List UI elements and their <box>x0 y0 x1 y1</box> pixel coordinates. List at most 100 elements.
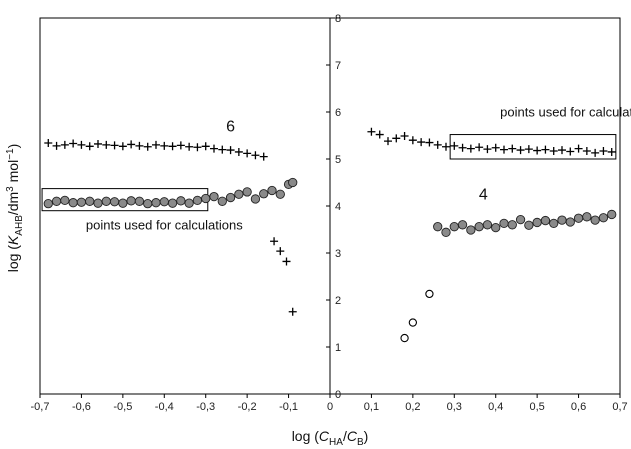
y-tick-label: 2 <box>335 295 341 307</box>
plus-marker <box>549 147 558 156</box>
filled-circle-marker <box>159 197 169 207</box>
plus-marker <box>417 138 426 147</box>
filled-circle-marker <box>607 209 617 220</box>
filled-circle-marker <box>590 215 600 225</box>
annotation-text: points used for calculations <box>86 218 243 233</box>
plus-marker <box>574 144 583 153</box>
filled-circle-marker <box>217 196 227 206</box>
filled-circle-marker <box>540 215 551 226</box>
y-tick-label: 0 <box>335 389 341 401</box>
filled-circle-marker <box>259 189 269 199</box>
x-tick-label: 0,6 <box>571 401 586 413</box>
y-tick-label: 1 <box>335 342 341 354</box>
filled-circle-marker <box>101 196 111 206</box>
filled-circle-marker <box>242 187 252 197</box>
x-tick-label: -0,4 <box>155 401 174 413</box>
plus-marker <box>558 146 566 155</box>
filled-circle-marker <box>250 194 261 204</box>
filled-circle-marker <box>43 198 53 209</box>
plus-marker <box>433 140 442 149</box>
series-4 <box>433 209 617 237</box>
open-circle-marker <box>408 318 418 327</box>
plus-marker <box>582 147 591 156</box>
filled-circle-marker <box>267 185 277 196</box>
plus-marker <box>541 145 550 154</box>
plus-marker <box>143 142 152 151</box>
plus-marker <box>425 138 434 147</box>
filled-circle-marker <box>184 198 194 208</box>
filled-circle-marker <box>433 222 443 232</box>
plus-marker <box>282 257 291 266</box>
series-label: 6 <box>226 119 235 136</box>
filled-circle-marker <box>109 197 120 207</box>
filled-circle-marker <box>167 198 178 208</box>
plus-marker <box>135 141 144 150</box>
filled-circle-marker <box>192 195 203 206</box>
plus-marker <box>367 127 376 136</box>
series-1 <box>270 237 297 316</box>
filled-circle-marker <box>68 198 78 208</box>
filled-circle-marker <box>441 227 451 237</box>
plus-marker <box>77 140 86 149</box>
filled-circle-marker <box>51 196 62 206</box>
plus-marker <box>599 147 608 156</box>
data-marks <box>43 127 617 343</box>
annotations: points used for calculations points used … <box>86 105 631 233</box>
plus-marker <box>458 143 467 152</box>
axis-ticks: -0,7 -0,6 -0,5 -0,4 -0,3 -0,2 -0,1 0 0,1 0,2 0,3 0,… <box>31 13 628 413</box>
highlight-box <box>449 134 617 160</box>
filled-circle-marker <box>225 192 236 203</box>
plus-marker <box>176 141 185 150</box>
filled-circle-marker <box>85 196 95 206</box>
filled-circle-marker <box>466 225 476 235</box>
plus-marker <box>607 147 616 156</box>
plus-marker <box>243 149 252 158</box>
series-5 <box>400 289 434 343</box>
filled-circle-marker <box>126 196 136 206</box>
filled-circle-marker <box>524 220 534 230</box>
plus-marker <box>288 307 297 316</box>
x-axis-label: log (CHA/CB) <box>292 428 369 448</box>
filled-circle-marker <box>482 220 493 230</box>
x-tick-label: -0,3 <box>196 401 215 413</box>
filled-circle-marker <box>275 189 285 199</box>
plus-marker <box>69 139 78 148</box>
plus-marker <box>160 141 169 150</box>
filled-circle-marker <box>457 220 468 230</box>
plus-marker <box>270 237 279 246</box>
series-0 <box>44 139 268 161</box>
series-2 <box>43 177 298 209</box>
plus-marker <box>524 145 533 154</box>
plus-marker <box>218 145 227 154</box>
plus-marker <box>392 134 401 143</box>
filled-circle-marker <box>598 213 609 223</box>
x-tick-label: 0,5 <box>529 401 544 413</box>
series-3 <box>367 127 616 157</box>
plus-marker <box>60 140 69 149</box>
annotation-text: points used for calculations <box>500 105 631 120</box>
filled-circle-marker <box>515 214 526 225</box>
filled-circle-marker <box>549 218 559 229</box>
plus-marker <box>276 247 285 256</box>
filled-circle-marker <box>93 198 103 208</box>
plus-marker <box>442 142 450 151</box>
open-circle-marker <box>425 289 434 299</box>
plus-marker <box>102 140 111 149</box>
plus-marker <box>508 144 517 153</box>
plus-marker <box>201 142 210 151</box>
y-axis-label: log (KAHB/dm3 mol−1) <box>5 144 25 273</box>
series-label: 4 <box>479 186 488 203</box>
filled-circle-marker <box>449 222 459 232</box>
filled-circle-marker <box>60 195 70 206</box>
plus-marker <box>210 144 218 153</box>
y-tick-label: 4 <box>335 201 341 213</box>
plus-marker <box>110 141 119 150</box>
plus-marker <box>450 141 459 150</box>
plus-marker <box>127 140 136 149</box>
filled-circle-marker <box>209 191 219 202</box>
plus-marker <box>259 152 268 161</box>
plus-marker <box>251 151 260 160</box>
filled-circle-marker <box>234 189 244 199</box>
x-tick-label: -0,1 <box>279 401 298 413</box>
